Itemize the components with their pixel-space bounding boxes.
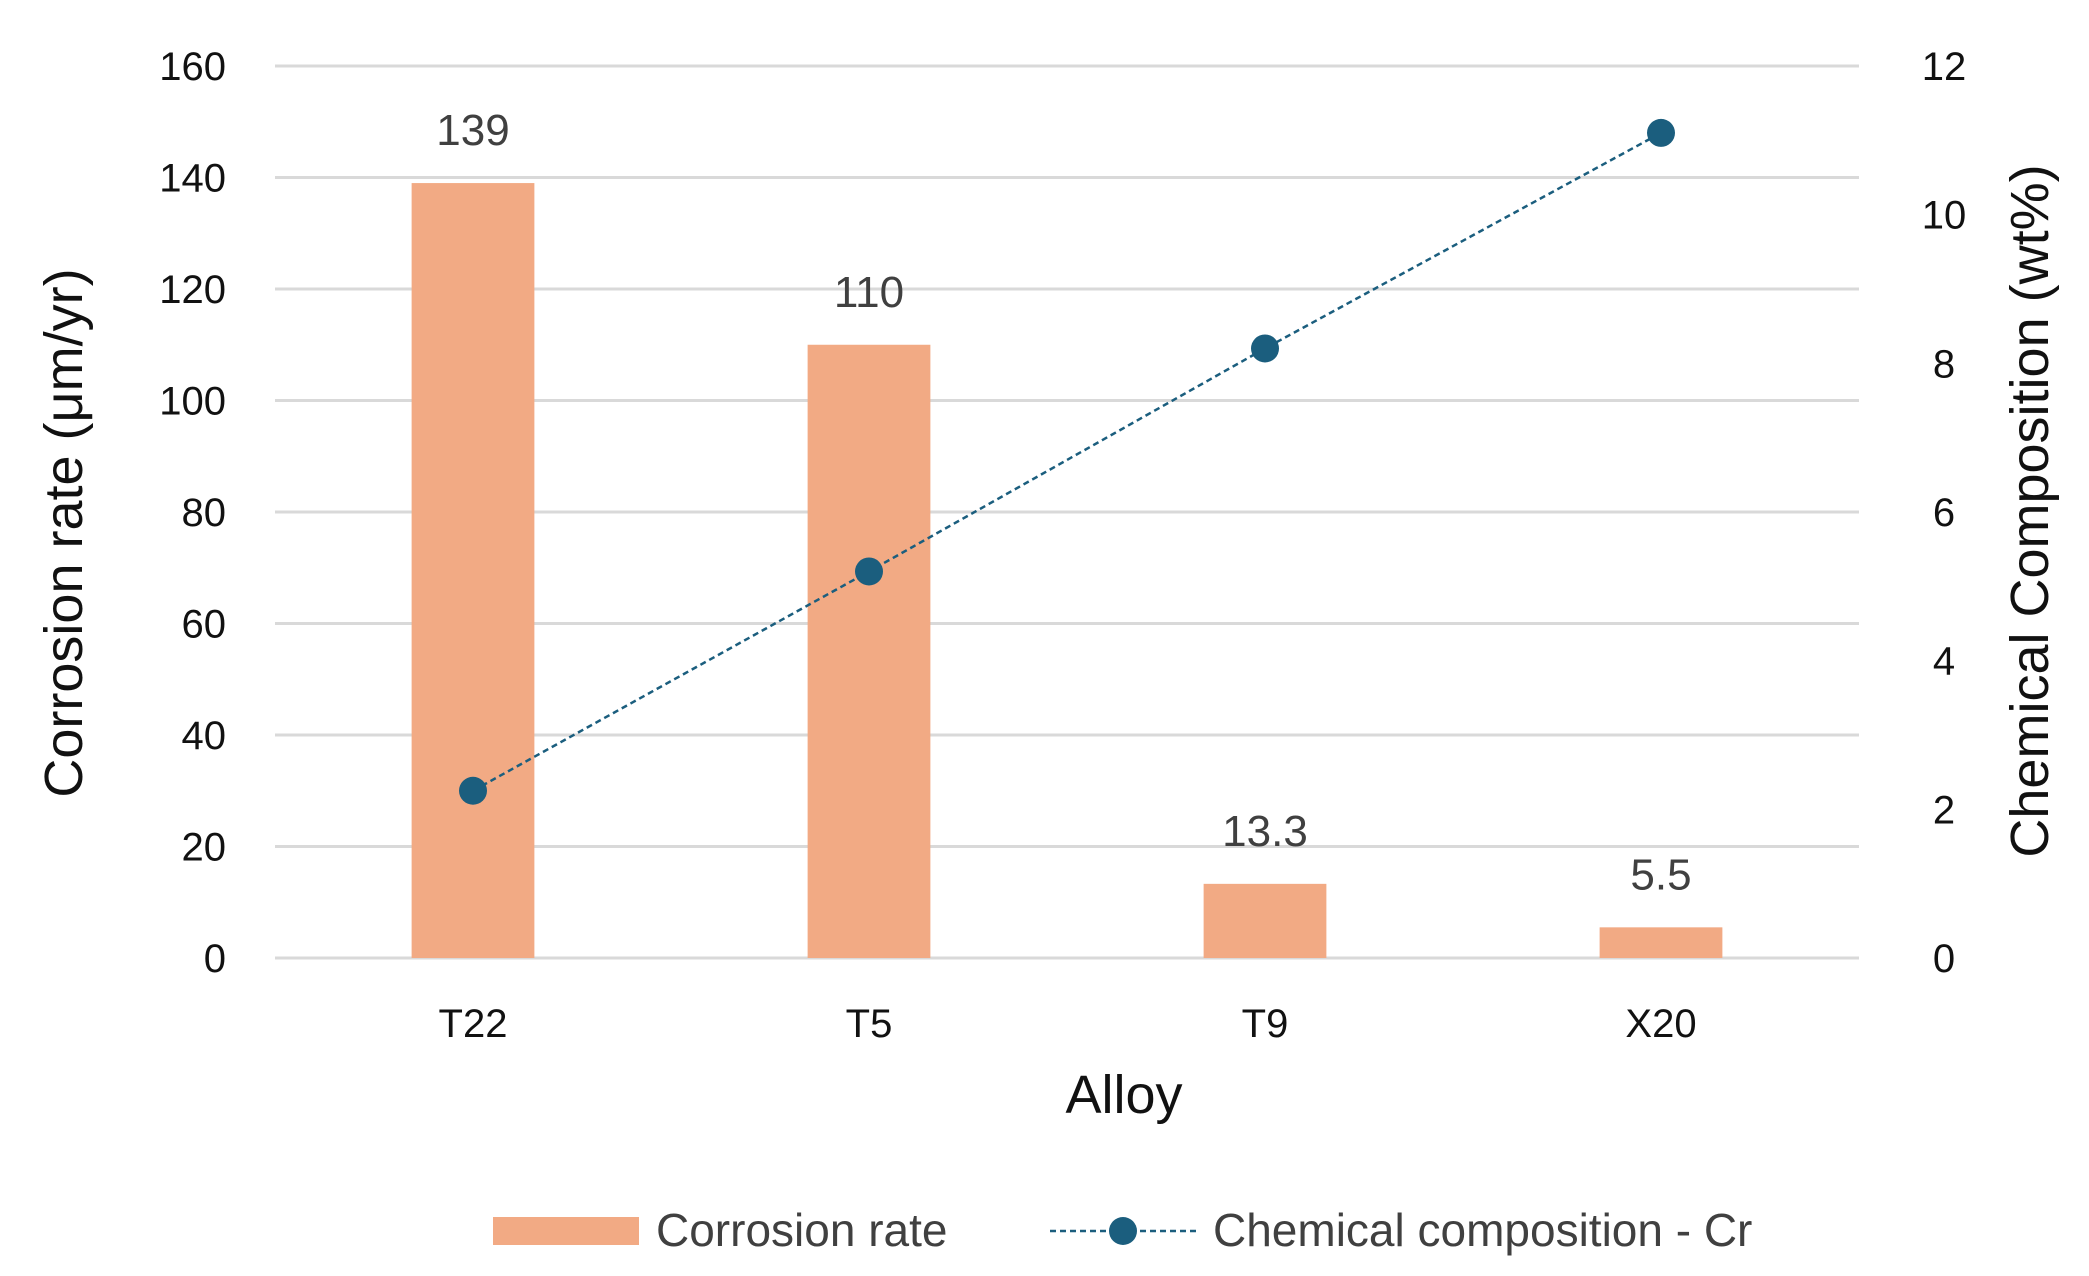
x-tick-label: T5 — [846, 1002, 893, 1046]
line-point-cr — [1251, 334, 1279, 363]
line-point-cr — [1647, 118, 1675, 147]
data-labels: 139 110 13.3 5.5 — [436, 106, 1691, 899]
legend-label-corrosion-rate: Corrosion rate — [656, 1204, 947, 1256]
y-tick-label-left: 0 — [204, 937, 226, 981]
bar-data-label: 110 — [834, 268, 904, 317]
y-tick-label-right: 4 — [1933, 640, 1955, 684]
right-axis-ticks: 0 2 4 6 8 10 12 — [1922, 45, 1967, 981]
y-tick-label-left: 60 — [182, 603, 227, 647]
y-tick-label-left: 120 — [159, 268, 226, 312]
x-axis-ticks: T22 T5 T9 X20 — [439, 1002, 1697, 1046]
gridlines — [275, 64, 1859, 960]
x-tick-label: T9 — [1242, 1002, 1289, 1046]
y-tick-label-right: 2 — [1933, 788, 1955, 832]
bar-corrosion-rate — [1599, 927, 1723, 958]
line-cr — [472, 131, 1662, 792]
line-point-cr — [855, 557, 883, 586]
y-tick-label-left: 140 — [159, 157, 226, 201]
y-tick-label-right: 12 — [1922, 45, 1967, 89]
bar-data-label: 139 — [436, 106, 509, 155]
left-axis-ticks: 0 20 40 60 80 100 120 140 160 — [159, 45, 226, 981]
y-axis-title-left: Corrosion rate (μm/yr) — [34, 268, 94, 797]
legend-swatch-corrosion-rate — [493, 1217, 639, 1245]
bar-data-label: 5.5 — [1630, 850, 1691, 899]
legend: Corrosion rate Chemical composition - Cr — [493, 1204, 1752, 1256]
bar-series-corrosion-rate — [411, 183, 1723, 958]
x-tick-label: T22 — [439, 1002, 508, 1046]
legend-marker-cr — [1109, 1217, 1137, 1245]
line-point-cr — [459, 776, 487, 805]
y-tick-label-right: 8 — [1933, 342, 1955, 386]
y-tick-label-left: 160 — [159, 45, 226, 89]
y-tick-label-right: 10 — [1922, 194, 1967, 238]
legend-label-cr: Chemical composition - Cr — [1213, 1204, 1752, 1256]
line-series-chemical-composition — [459, 118, 1675, 805]
y-axis-title-right: Chemical Composition (wt%) — [2000, 164, 2060, 857]
y-tick-label-left: 20 — [182, 826, 227, 870]
x-tick-label: X20 — [1625, 1002, 1696, 1046]
bar-corrosion-rate — [807, 344, 931, 958]
bar-corrosion-rate — [1203, 883, 1327, 958]
bar-corrosion-rate — [411, 183, 535, 958]
x-axis-title: Alloy — [1065, 1065, 1182, 1125]
bar-data-label: 13.3 — [1222, 807, 1308, 856]
y-tick-label-right: 6 — [1933, 491, 1955, 535]
y-tick-label-left: 80 — [182, 491, 227, 535]
y-tick-label-left: 40 — [182, 714, 227, 758]
y-tick-label-left: 100 — [159, 380, 226, 424]
y-tick-label-right: 0 — [1933, 937, 1955, 981]
